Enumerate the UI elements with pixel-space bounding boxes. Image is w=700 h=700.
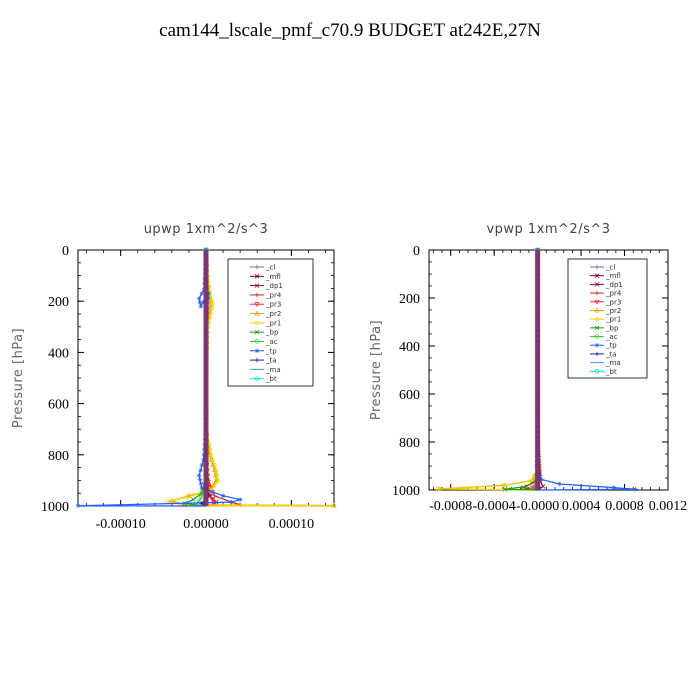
series-line-bp [504, 250, 539, 491]
y-tick-label: 800 [399, 436, 420, 451]
legend-box [567, 258, 648, 379]
overlap-center-band [535, 250, 541, 490]
y-tick-label: 400 [48, 346, 69, 361]
y-tick-label: 0 [413, 244, 420, 259]
overlap-center-band [203, 250, 209, 506]
legend-label: _bt [605, 368, 617, 376]
y-tick-label: 200 [48, 295, 69, 310]
legend-label: _pr3 [605, 298, 621, 306]
legend-label: _bp [605, 324, 619, 332]
x-tick-label: 0.00010 [269, 517, 315, 532]
y-axis-label: Pressure [hPa] [11, 328, 26, 428]
y-tick-label: 400 [399, 340, 420, 355]
chart-panel-2: vpwp 1xm^2/s^3 Pressure [hPa] 0 200 400 600 80… [369, 222, 687, 514]
legend-label: _ac [265, 338, 278, 346]
x-tick-label: -0.0004 [473, 499, 516, 514]
series-markers-pr1 [435, 247, 540, 492]
legend-label: _ma [265, 366, 281, 374]
y-tick-label: 800 [48, 449, 69, 464]
series-markers-bp [502, 247, 540, 492]
x-tick-label: 0.0004 [562, 499, 601, 514]
legend-label: _pr1 [605, 316, 621, 324]
chart-title: vpwp 1xm^2/s^3 [486, 222, 610, 237]
x-tick-label: -0.00010 [96, 517, 146, 532]
y-tick-label: 600 [48, 398, 69, 413]
page-title: cam144_lscale_pmf_c70.9 BUDGET at242E,27… [159, 20, 541, 41]
series-line-pr1 [437, 250, 539, 491]
legend: _cl_mfl_dp1_pr4_pr3_pr2_pr1_bp_ac_tp_ta_… [567, 258, 648, 379]
legend-label: _tp [605, 342, 617, 350]
legend-label: _bt [265, 375, 277, 383]
legend-label: _pr1 [265, 319, 281, 327]
y-tick-label: 1000 [41, 500, 69, 515]
legend-box [227, 258, 314, 387]
legend-label: _pr2 [605, 307, 621, 315]
y-tick-label: 1000 [392, 484, 420, 499]
legend-label: _mfl [265, 273, 281, 281]
chart-panel-1: upwp 1xm^2/s^3 Pressure [hPa] 0 200 400 600 80… [11, 222, 337, 532]
x-tick-label: 0.0008 [605, 499, 644, 514]
y-tick-label: 600 [399, 388, 420, 403]
y-tick-label: 0 [62, 244, 69, 259]
legend-label: _ma [605, 359, 621, 367]
legend-label: _pr3 [265, 301, 281, 309]
x-tick-label: -0.0008 [429, 499, 472, 514]
legend-label: _pr4 [605, 290, 622, 298]
x-tick-label: -0.0000 [516, 499, 559, 514]
legend-label: _ta [265, 357, 277, 365]
legend-label: _pr4 [265, 291, 282, 299]
legend-label: _ac [605, 333, 618, 341]
legend-label: _cl [605, 264, 615, 272]
legend-label: _dp1 [265, 282, 283, 290]
legend-label: _ta [605, 350, 617, 358]
x-tick-label: 0.0012 [649, 499, 688, 514]
series-line-pr2 [439, 250, 539, 491]
series-markers-pr2 [437, 247, 541, 491]
legend-label: _tp [265, 347, 277, 355]
legend: _cl_mfl_dp1_pr4_pr3_pr2_pr1_bp_ac_tp_ta_… [227, 258, 314, 387]
legend-label: _bp [265, 329, 279, 337]
y-tick-label: 200 [399, 292, 420, 307]
legend-label: _dp1 [605, 281, 623, 289]
y-axis-label: Pressure [hPa] [369, 320, 384, 420]
legend-label: _mfl [605, 272, 621, 280]
series-line-pr2 [169, 249, 335, 507]
chart-title: upwp 1xm^2/s^3 [144, 222, 269, 237]
legend-label: _pr2 [265, 310, 281, 318]
legend-label: _cl [265, 264, 275, 272]
x-tick-label: 0.00000 [183, 517, 229, 532]
